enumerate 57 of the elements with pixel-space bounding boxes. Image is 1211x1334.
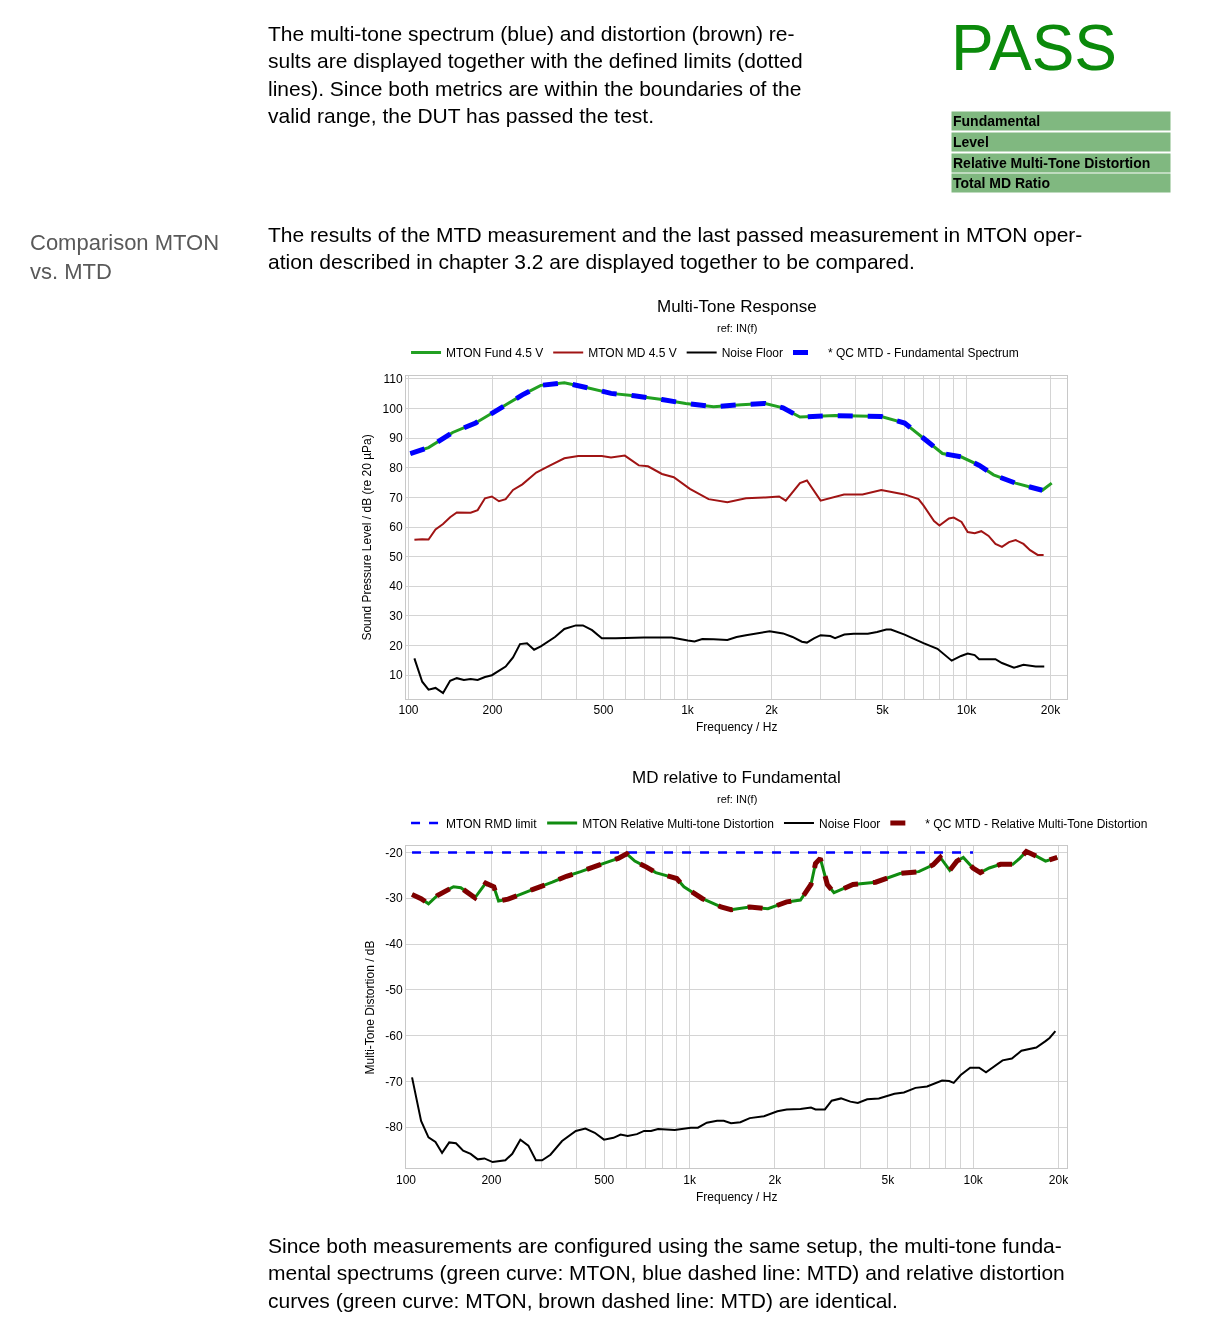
y-axis-title: Sound Pressure Level / dB (re 20 µPa): [359, 434, 374, 641]
x-axis-title: Frequency / Hz: [696, 720, 778, 735]
text: The results of the MTD measurement and the last passed measurement in MTON oper- ation described in chapter 3.2 are displayed together to be compared.: [268, 223, 1083, 274]
text: Level: [953, 134, 989, 150]
x-tick-label: 500: [593, 703, 614, 718]
legend-label: Noise Floor: [721, 346, 784, 361]
x-tick-label: 10k: [963, 1172, 984, 1187]
legend-label: Noise Floor: [818, 816, 881, 831]
y-tick-label: 90: [389, 431, 403, 446]
chart-title: Multi-Tone Response: [657, 297, 817, 316]
y-axis-title: Multi-Tone Distortion / dB: [362, 940, 377, 1075]
text: PASS: [951, 12, 1117, 84]
y-tick-label: 20: [389, 638, 403, 653]
x-tick-label: 200: [481, 1172, 502, 1187]
text: Relative Multi-Tone Distortion: [953, 155, 1151, 171]
y-tick-label: 40: [389, 579, 403, 594]
chart-title: MD relative to Fundamental: [632, 768, 841, 787]
legend-label: * QC MTD - Relative Multi-Tone Distortion: [925, 816, 1148, 831]
y-tick-label: -40: [385, 937, 403, 952]
y-tick-label: 30: [389, 609, 403, 624]
legend-label: MTON MD 4.5 V: [588, 346, 677, 361]
y-tick-label: 100: [382, 401, 403, 416]
y-tick-label: 60: [389, 520, 403, 535]
legend-label: MTON Relative Multi-tone Distortion: [582, 816, 774, 831]
x-tick-label: 5k: [876, 703, 890, 718]
legend-label: MTON RMD limit: [446, 816, 538, 831]
text: Total MD Ratio: [953, 175, 1050, 191]
legend-label: * QC MTD - Fundamental Spectrum: [828, 346, 1019, 361]
x-tick-label: 1k: [683, 1172, 697, 1187]
y-tick-label: -20: [385, 845, 403, 860]
legend-label: MTON Fund 4.5 V: [446, 346, 544, 361]
x-tick-label: 1k: [681, 703, 695, 718]
text: The multi-tone spectrum (blue) and distortion (brown) re- sults are displayed together with the defined limits (dotted lines). Since both metrics are within the boundaries of the valid range, the DUT has passed the test.: [268, 22, 803, 127]
x-tick-label: 2k: [765, 703, 779, 718]
x-tick-label: 10k: [956, 703, 978, 718]
x-tick-label: 500: [594, 1172, 615, 1187]
y-tick-label: -50: [385, 983, 403, 998]
y-tick-label: -60: [385, 1028, 403, 1043]
y-tick-label: 80: [389, 460, 403, 475]
x-tick-label: 2k: [768, 1172, 783, 1187]
x-tick-label: 20k: [1048, 1172, 1070, 1187]
y-tick-label: 70: [389, 490, 403, 505]
x-tick-label: 200: [482, 703, 503, 718]
chart-subtitle: ref: IN(f): [717, 793, 758, 805]
chart-subtitle: ref: IN(f): [717, 322, 758, 334]
y-tick-label: -80: [385, 1120, 403, 1135]
text: Fundamental: [953, 113, 1041, 129]
x-tick-label: 20k: [1040, 703, 1062, 718]
x-axis-title: Frequency / Hz: [696, 1189, 778, 1204]
x-tick-label: 5k: [881, 1172, 896, 1187]
y-tick-label: 110: [383, 372, 403, 387]
y-tick-label: 50: [389, 549, 403, 564]
text: Comparison MTON vs. MTD: [30, 230, 220, 284]
text: Since both measurements are configured using the same setup, the multi-tone funda- mental spectrums (green curve: MTON, blue dashed line: MTD) and relative distortion curves (green curve: MTON, brown dashed line: MTD) are identical.: [268, 1234, 1065, 1312]
y-tick-label: 10: [389, 668, 403, 683]
y-tick-label: -70: [385, 1074, 403, 1089]
y-tick-label: -30: [385, 891, 403, 906]
